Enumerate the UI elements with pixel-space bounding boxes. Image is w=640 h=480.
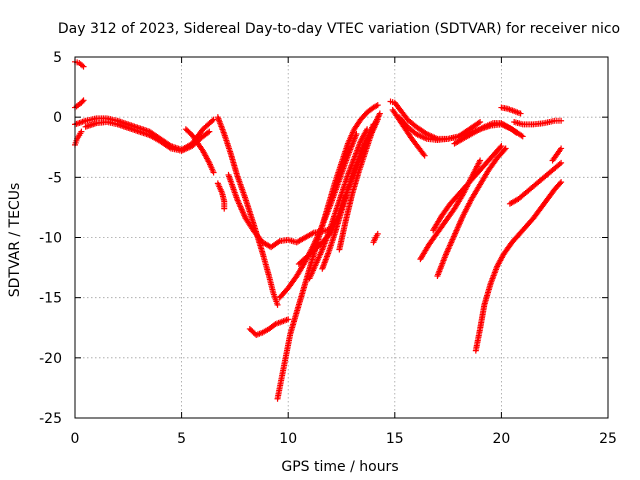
- data-point: [80, 63, 87, 70]
- data-point: [558, 145, 565, 152]
- trail-marker: [209, 117, 216, 124]
- data-point: [513, 129, 520, 136]
- series-arc-2: [72, 97, 87, 111]
- series-arc-10: [246, 316, 292, 338]
- data-point: [477, 157, 484, 164]
- data-point: [285, 316, 292, 323]
- x-axis-label: GPS time / hours: [281, 459, 398, 475]
- x-tick-label: 10: [279, 431, 297, 447]
- series-arc-22: [498, 104, 524, 117]
- series-arc-29: [549, 145, 565, 164]
- series-arc-25: [430, 143, 505, 234]
- series-arc-3: [72, 128, 85, 148]
- data-point: [374, 116, 381, 123]
- x-tick-label: 0: [71, 431, 80, 447]
- data-point: [374, 230, 381, 237]
- trail-marker: [166, 144, 173, 151]
- trail-marker: [518, 132, 525, 139]
- data-point: [558, 117, 565, 124]
- series-arc-6: [182, 126, 217, 176]
- series-arc-21: [451, 120, 520, 147]
- data-point: [274, 301, 281, 308]
- trail-marker: [205, 129, 212, 136]
- chart-title: Day 312 of 2023, Sidereal Day-to-day VTE…: [58, 21, 620, 37]
- series-arc-5: [82, 118, 213, 154]
- data-point: [558, 159, 565, 166]
- x-tick-label: 25: [599, 431, 617, 447]
- trail-marker: [475, 119, 482, 126]
- y-tick-label: -20: [39, 351, 62, 367]
- x-tick-label: 20: [492, 431, 510, 447]
- trail-marker: [512, 128, 519, 135]
- data-point: [221, 205, 228, 212]
- data-point: [421, 152, 428, 159]
- series-arc-28: [506, 159, 565, 207]
- series-arc-17: [370, 230, 381, 246]
- trail-marker: [497, 144, 504, 151]
- data-point: [558, 179, 565, 186]
- data-point: [80, 97, 87, 104]
- y-tick-label: -5: [48, 170, 62, 186]
- series-arc-26: [434, 145, 509, 280]
- y-tick-label: -15: [39, 291, 62, 307]
- data-point: [519, 133, 526, 140]
- y-tick-label: -25: [39, 411, 62, 427]
- data-point: [502, 145, 509, 152]
- trail-marker: [557, 180, 564, 187]
- data-point: [210, 169, 217, 176]
- x-tick-label: 5: [177, 431, 186, 447]
- series-arc-23: [511, 117, 565, 128]
- data-point: [517, 110, 524, 117]
- y-tick-label: 0: [53, 110, 62, 126]
- data-point: [210, 116, 217, 123]
- trail-marker: [501, 146, 508, 153]
- trail-marker: [79, 98, 86, 105]
- series-arc-14: [306, 126, 371, 282]
- series-arc-7: [214, 180, 228, 212]
- y-axis-ticks: -25 -20 -15 -10 -5 0 5: [39, 50, 608, 427]
- x-tick-label: 15: [386, 431, 404, 447]
- data-point: [353, 131, 360, 138]
- series-arc-12: [276, 131, 360, 301]
- series-arc-1: [72, 58, 87, 70]
- data-point: [477, 118, 484, 125]
- data-points: [72, 58, 565, 402]
- data-point: [78, 128, 85, 135]
- data-point: [376, 110, 383, 117]
- y-tick-label: -10: [39, 231, 62, 247]
- data-point: [206, 128, 213, 135]
- data-point: [498, 143, 505, 150]
- data-point: [374, 102, 381, 109]
- series-arc-27: [472, 179, 565, 354]
- y-axis-label: SDTVAR / TECUs: [7, 183, 23, 298]
- y-tick-label: 5: [53, 50, 62, 66]
- series-arc-16: [336, 116, 381, 253]
- x-axis-ticks: 0 5 10 15 20 25: [71, 57, 617, 447]
